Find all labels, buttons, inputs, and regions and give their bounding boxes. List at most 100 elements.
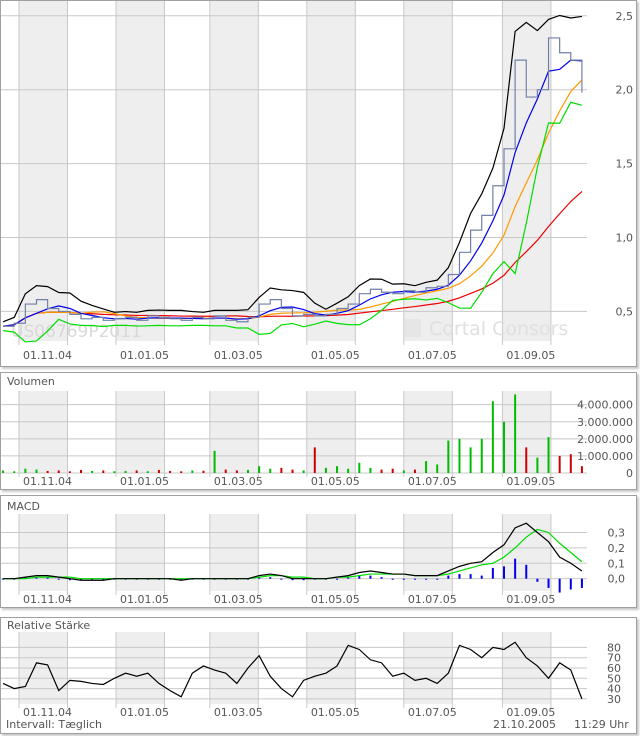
macd-histogram-bar [2, 578, 5, 580]
interval-label: Intervall: Tæglich [6, 718, 103, 731]
volume-bar [269, 468, 272, 473]
volume-bar [413, 469, 416, 473]
volume-bar [380, 469, 383, 473]
volume-bar [102, 470, 105, 473]
volume-bar [2, 470, 5, 473]
volume-bar [313, 447, 316, 473]
price-chart: 0,5 1,0 1,5 2,0 2,5 01.11.04 01.01.05 01.03.05 0… [1, 1, 634, 362]
y-tick-label: 4.000.000 [577, 399, 633, 412]
ma-mid-line [3, 79, 583, 327]
x-tick-label: 01.09.05 [506, 349, 555, 362]
volume-bar [280, 467, 283, 473]
shaded-band [19, 391, 68, 473]
x-tick-label: 01.05.05 [311, 706, 360, 719]
x-tick-label: 01.01.05 [120, 475, 169, 488]
ma-long-line [3, 191, 583, 327]
isin-watermark: US06769P2011 [11, 322, 142, 342]
volume-bar [480, 438, 483, 473]
update-time: 11:29 Uhr [574, 718, 629, 731]
x-tick-label: 01.03.05 [214, 593, 263, 606]
volume-bar [24, 468, 27, 473]
x-tick-label: 01.01.05 [120, 349, 169, 362]
macd-histogram-bar [68, 578, 71, 581]
x-tick-label: 01.07.05 [408, 706, 457, 719]
volume-bar [246, 469, 249, 473]
shaded-band [116, 391, 165, 473]
x-tick-label: 01.07.05 [408, 349, 457, 362]
macd-histogram-bar [380, 577, 383, 579]
volume-bar [157, 469, 160, 473]
volume-bar [391, 468, 394, 473]
volume-bar [569, 454, 572, 473]
macd-histogram-bar [57, 578, 60, 580]
y-tick-label: 0,2 [608, 542, 626, 555]
rsi-line [2, 641, 583, 700]
x-tick-label: 01.11.04 [23, 475, 72, 488]
macd-histogram-bar [413, 578, 416, 580]
y-tick-label: 30 [607, 693, 621, 706]
macd-histogram-bar [569, 578, 572, 590]
y-tick-label: 80 [607, 641, 621, 654]
y-tick-label: 3.000.000 [577, 416, 633, 429]
x-tick-label: 01.03.05 [214, 349, 263, 362]
macd-histogram-bar [35, 577, 38, 579]
macd-histogram-bar [536, 578, 539, 582]
volume-bar [213, 450, 216, 473]
macd-title: MACD [7, 500, 40, 513]
y-tick-label: 1,0 [616, 232, 634, 245]
volume-chart: 0 1.000.000 2.000.000 3.000.000 4.000.000 01.… [1, 391, 633, 488]
volume-bar [425, 461, 428, 473]
shaded-band [19, 514, 68, 591]
bollinger-upper-line [2, 14, 583, 323]
macd-histogram-bar [358, 575, 361, 579]
y-tick-label: 50 [607, 672, 621, 685]
volume-bar [580, 466, 583, 473]
y-tick-label: 1.000.000 [577, 450, 633, 463]
macd-histogram-bar [525, 564, 528, 579]
x-tick-label: 01.05.05 [311, 349, 360, 362]
macd-histogram-bar [269, 577, 272, 579]
macd-histogram-bar [580, 578, 583, 588]
x-tick-label: 01.03.05 [214, 475, 263, 488]
volume-bar [113, 471, 116, 473]
shaded-band [403, 514, 453, 591]
x-tick-label: 01.07.05 [408, 593, 457, 606]
volume-bar [369, 467, 372, 473]
macd-histogram-bar [558, 578, 561, 593]
volume-bar [146, 471, 149, 473]
volume-bar [336, 466, 339, 473]
volume-bar [558, 455, 561, 473]
macd-histogram-bar [302, 578, 305, 581]
y-tick-label: 0,1 [608, 557, 626, 570]
macd-histogram-bar [514, 558, 517, 579]
macd-histogram-bar [91, 578, 94, 581]
macd-histogram-bar [402, 578, 405, 580]
volume-bar [291, 469, 294, 473]
y-tick-label: 40 [607, 683, 621, 696]
volume-bar [91, 470, 94, 473]
x-tick-label: 01.09.05 [506, 593, 555, 606]
volume-bar [191, 470, 194, 473]
macd-histogram-bar [480, 575, 483, 579]
x-tick-label: 01.11.04 [23, 349, 72, 362]
y-tick-label: 60 [607, 662, 621, 675]
rsi-title: Relative Stärke [7, 619, 91, 632]
bollinger-lower-line [3, 101, 583, 343]
volume-bar [525, 447, 528, 473]
volume-bar [235, 470, 238, 473]
volume-bar [135, 470, 138, 473]
macd-histogram-bar [436, 578, 439, 580]
volume-bar [447, 440, 450, 473]
volume-bar [68, 471, 71, 473]
volume-bar [169, 470, 172, 473]
volume-bar [547, 437, 550, 473]
macd-histogram-bar [180, 578, 183, 581]
x-tick-label: 01.07.05 [408, 475, 457, 488]
x-tick-label: 01.05.05 [311, 475, 360, 488]
volume-bar [46, 470, 49, 473]
shaded-band [306, 1, 356, 341]
y-tick-label: 70 [607, 652, 621, 665]
macd-histogram-bar [258, 577, 261, 579]
volume-bar [324, 467, 327, 473]
volume-bar [302, 470, 305, 473]
